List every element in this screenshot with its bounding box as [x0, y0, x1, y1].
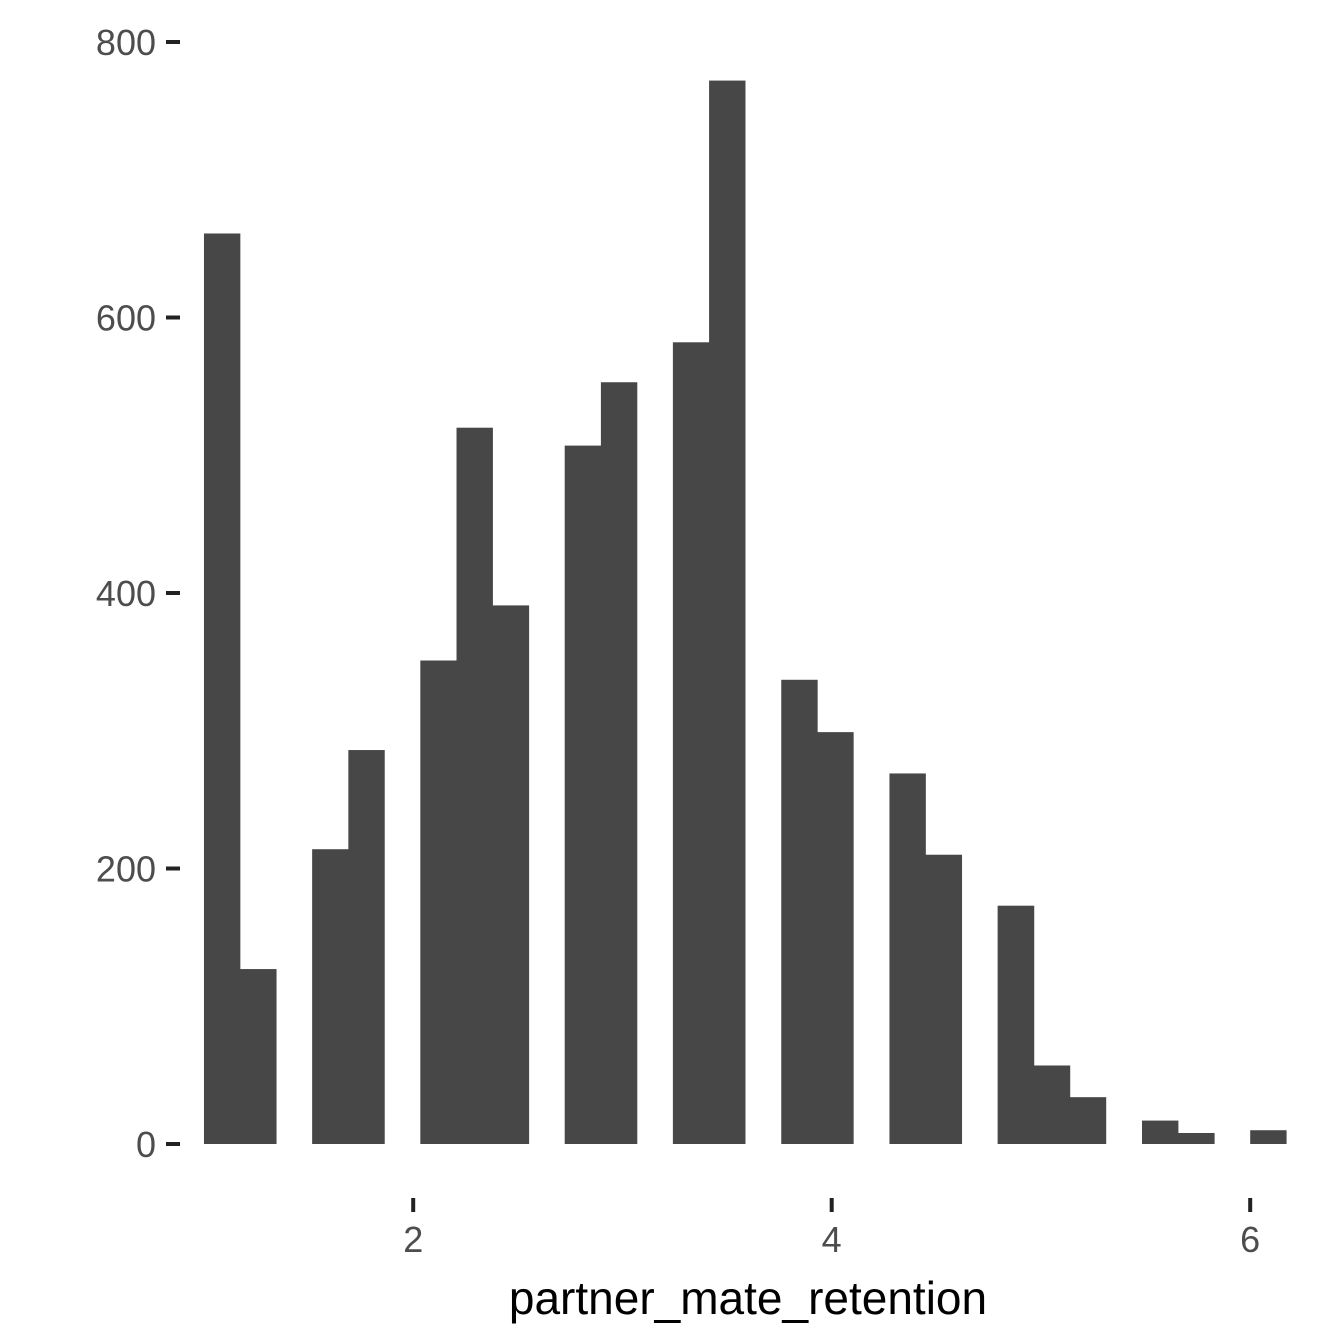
- histogram-bar-6: [492, 605, 530, 1144]
- y-tick-label: 800: [96, 22, 156, 63]
- histogram-bar-0: [203, 233, 241, 1145]
- y-tick-label: 600: [96, 298, 156, 339]
- bars-layer: [203, 80, 1287, 1145]
- histogram-bar-8: [600, 382, 638, 1144]
- y-tick-label: 200: [96, 849, 156, 890]
- histogram-bar-9: [672, 342, 710, 1144]
- histogram-bar-2: [312, 849, 349, 1144]
- histogram-bar-3: [348, 750, 385, 1144]
- y-tick-label: 400: [96, 573, 156, 614]
- histogram-bar-18: [1142, 1120, 1179, 1144]
- histogram-bar-11: [781, 679, 818, 1144]
- y-tick-label: 0: [136, 1124, 156, 1165]
- histogram-bar-15: [997, 905, 1035, 1144]
- histogram-bar-10: [709, 80, 746, 1145]
- histogram-bar-5: [456, 427, 493, 1144]
- x-tick-label: 4: [822, 1219, 842, 1260]
- histogram-bar-12: [817, 732, 854, 1144]
- histogram-bar-14: [925, 854, 963, 1144]
- histogram-bar-1: [239, 969, 277, 1144]
- x-axis-title: partner_mate_retention: [509, 1272, 987, 1324]
- y-axis: 0 200 400 600 800: [96, 22, 180, 1165]
- histogram-bar-19: [1178, 1132, 1215, 1144]
- x-tick-label: 2: [403, 1219, 423, 1260]
- histogram-bar-20: [1250, 1130, 1287, 1144]
- histogram-bar-4: [420, 660, 457, 1144]
- x-axis: 2 4 6: [403, 1198, 1260, 1260]
- histogram-bar-7: [564, 445, 602, 1144]
- histogram-bar-17: [1069, 1097, 1107, 1144]
- x-tick-label: 6: [1240, 1219, 1260, 1260]
- histogram-bar-16: [1033, 1065, 1071, 1144]
- histogram-bar-13: [889, 773, 926, 1144]
